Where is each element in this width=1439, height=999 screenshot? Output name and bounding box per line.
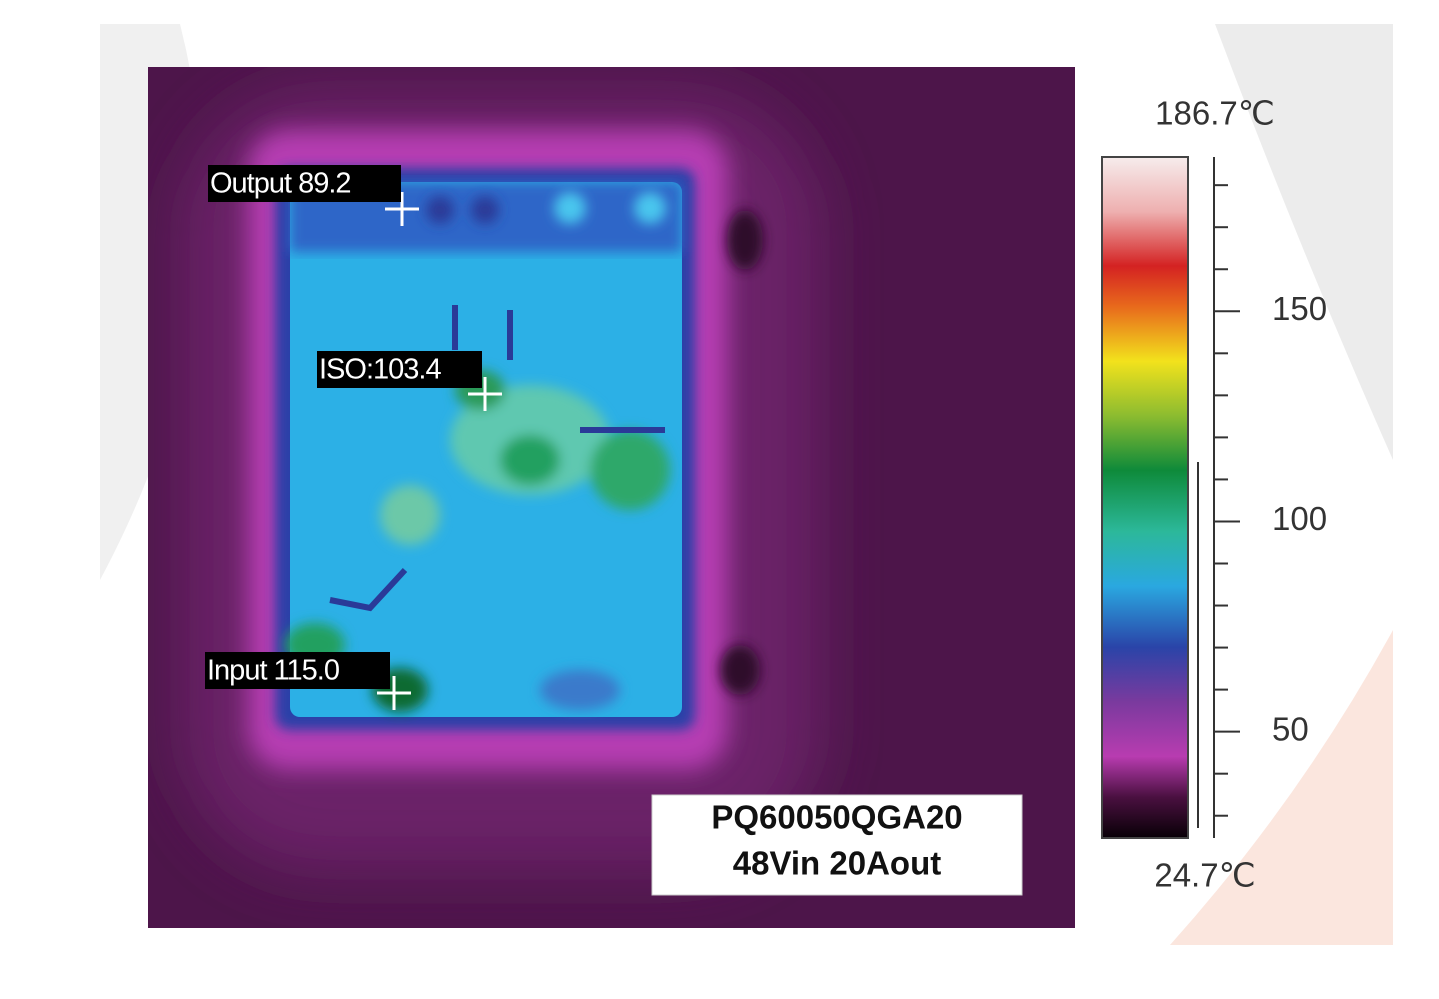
colorbar — [1101, 156, 1189, 839]
tick-label: 100 — [1272, 500, 1327, 537]
caption-line: PQ60050QGA20 — [711, 799, 962, 836]
thermal-image — [148, 67, 1075, 928]
caption-line: 48Vin 20Aout — [733, 845, 941, 882]
probe-label-bg — [317, 351, 482, 388]
caption-box — [651, 794, 1023, 896]
probe-markers — [377, 192, 502, 710]
probe-label-bg — [205, 652, 390, 689]
probe-label: Input 115.0 — [207, 655, 339, 687]
tick-label: 150 — [1272, 290, 1327, 327]
probe-label: Output 89.2 — [210, 168, 351, 200]
colorbar-max: 186.7℃ — [1155, 95, 1275, 132]
probe-label-bg — [208, 165, 401, 202]
tick-label: 50 — [1272, 710, 1309, 747]
probe-label: ISO:103.4 — [319, 354, 441, 386]
colorbar-min: 24.7℃ — [1154, 857, 1255, 894]
